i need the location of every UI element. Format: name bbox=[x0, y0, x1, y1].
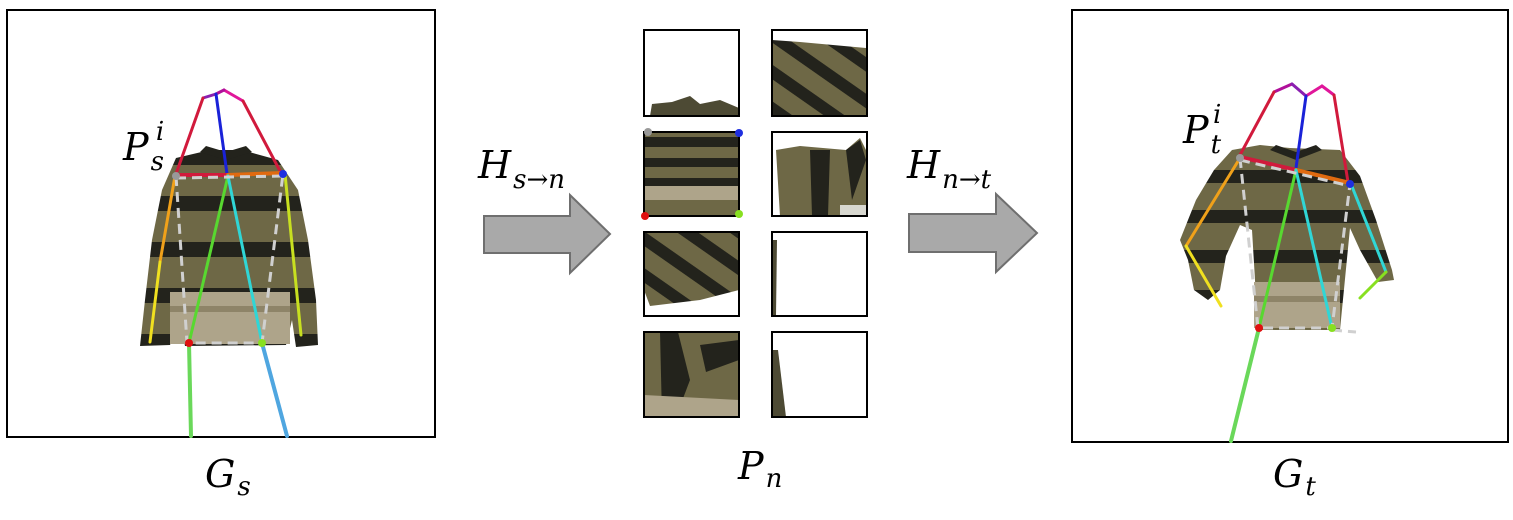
transform-label-s-n: Hs→n bbox=[477, 143, 565, 195]
target-keypoints bbox=[1236, 154, 1354, 332]
target-caption: Gt bbox=[1273, 452, 1316, 502]
transform-arrow-normalized-to-target: Hn→t bbox=[906, 143, 1039, 275]
target-keypoint-hip-left bbox=[1255, 324, 1263, 332]
target-bone-neck-left bbox=[1238, 90, 1276, 157]
source-skeleton bbox=[148, 88, 303, 438]
normalized-caption-sub: n bbox=[766, 464, 783, 494]
normalized-caption: Pn bbox=[737, 444, 782, 494]
transform-label-n-t: Hn→t bbox=[906, 143, 992, 195]
target-caption-main: G bbox=[1273, 452, 1303, 496]
patch-6 bbox=[771, 231, 868, 317]
patch-1 bbox=[643, 29, 740, 117]
source-keypoint-shoulder-right bbox=[279, 170, 287, 178]
source-bone-torso-right bbox=[226, 174, 264, 345]
patch-2 bbox=[771, 29, 868, 117]
patch-3-corner-red bbox=[641, 212, 649, 220]
source-bone-leg-right bbox=[260, 341, 289, 438]
patch-3-corner-blue bbox=[735, 129, 743, 137]
target-bone-shoulder-right bbox=[1294, 168, 1352, 185]
transform-label-s-n-sub: s→n bbox=[513, 165, 565, 195]
source-panel: Psi Gs bbox=[6, 9, 436, 502]
target-keypoint-shoulder-left bbox=[1236, 154, 1244, 162]
source-bone-neck-left bbox=[174, 96, 205, 176]
arrow-shape-1 bbox=[483, 192, 612, 276]
source-dashed-box bbox=[174, 173, 285, 345]
target-sweater-body bbox=[1180, 145, 1394, 330]
patch-3-corner-green bbox=[735, 210, 743, 218]
target-sweater-hem-stripe bbox=[1254, 296, 1340, 302]
target-keypoint-shoulder-right bbox=[1346, 180, 1354, 188]
source-bone-leg-left bbox=[187, 341, 193, 438]
target-point-main: P bbox=[1182, 108, 1210, 152]
target-point-sup: i bbox=[1213, 100, 1221, 130]
source-keypoint-hip-right bbox=[258, 339, 266, 347]
normalized-caption-main: P bbox=[737, 444, 765, 488]
target-caption-sub: t bbox=[1305, 472, 1316, 502]
source-bone-arm-left-lower bbox=[148, 260, 162, 344]
source-collar bbox=[200, 146, 252, 160]
arrow-shape-2 bbox=[908, 191, 1039, 275]
source-sweater-hem-stripe bbox=[170, 306, 290, 312]
source-garment bbox=[140, 146, 318, 347]
source-point-sub: s bbox=[151, 147, 164, 177]
target-bone-torso-right bbox=[1294, 168, 1334, 330]
source-bone-torso-left bbox=[187, 174, 230, 345]
target-bone-head-right2 bbox=[1320, 84, 1336, 97]
target-point-sub: t bbox=[1211, 130, 1222, 160]
target-panel: Pti Gt bbox=[1071, 9, 1509, 502]
source-point-main: P bbox=[122, 125, 150, 169]
transform-arrow-source-to-normalized: Hs→n bbox=[477, 143, 612, 276]
transform-label-n-t-sub: n→t bbox=[942, 165, 992, 195]
patch-8 bbox=[771, 331, 868, 418]
source-caption-sub: s bbox=[237, 472, 250, 502]
patch-3-corner-gray bbox=[644, 128, 652, 136]
source-point-label: Psi bbox=[122, 117, 164, 177]
target-bone-neck-right bbox=[1332, 93, 1350, 184]
target-bone-torso-left bbox=[1257, 168, 1298, 330]
target-bone-head-left bbox=[1272, 82, 1294, 94]
source-bone-neck-right bbox=[241, 99, 282, 173]
transform-label-s-n-main: H bbox=[477, 143, 512, 187]
target-skeleton bbox=[1184, 82, 1388, 443]
source-keypoint-shoulder-left bbox=[172, 172, 180, 180]
target-bone-arm-right-lower bbox=[1358, 270, 1388, 300]
target-bone-arm-left-lower bbox=[1184, 244, 1223, 308]
patch-3 bbox=[641, 128, 743, 220]
target-keypoint-hip-right bbox=[1328, 324, 1336, 332]
source-bone-head-right bbox=[222, 88, 245, 103]
source-bone-arm-right bbox=[283, 172, 303, 337]
patch-5 bbox=[643, 231, 740, 317]
target-bone-shoulder-left bbox=[1238, 155, 1298, 172]
source-keypoint-hip-left bbox=[185, 339, 193, 347]
patch-4 bbox=[771, 131, 868, 217]
source-bone-spine bbox=[214, 92, 229, 176]
normalized-patch-grid: Pn bbox=[641, 29, 868, 494]
source-bone-shoulder-right bbox=[226, 171, 285, 177]
target-bone-arm-right bbox=[1349, 182, 1388, 274]
target-bone-leg-left bbox=[1229, 326, 1261, 443]
source-point-sup: i bbox=[156, 117, 164, 147]
target-collar bbox=[1270, 145, 1322, 160]
source-keypoints bbox=[172, 170, 287, 347]
transform-label-n-t-main: H bbox=[906, 143, 941, 187]
source-caption: Gs bbox=[205, 452, 251, 502]
patch-7 bbox=[643, 331, 740, 418]
target-bone-head-mid bbox=[1290, 82, 1308, 98]
target-point-label: Pti bbox=[1182, 100, 1222, 160]
source-bone-arm-left-upper bbox=[158, 174, 177, 264]
source-caption-main: G bbox=[205, 452, 235, 496]
target-bone-spine bbox=[1294, 94, 1308, 170]
target-bone-head-right bbox=[1304, 84, 1324, 98]
target-bone-arm-left-upper bbox=[1184, 156, 1242, 248]
source-bone-head-left bbox=[201, 92, 218, 100]
target-dashed-box bbox=[1238, 157, 1357, 334]
